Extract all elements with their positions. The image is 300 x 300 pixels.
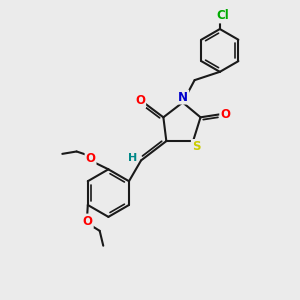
Text: Cl: Cl [216, 10, 229, 22]
Text: S: S [192, 140, 200, 153]
Text: N: N [178, 91, 188, 103]
Text: O: O [85, 152, 96, 164]
Text: O: O [220, 108, 230, 121]
Text: O: O [83, 214, 93, 227]
Text: O: O [135, 94, 145, 107]
Text: H: H [128, 153, 137, 163]
